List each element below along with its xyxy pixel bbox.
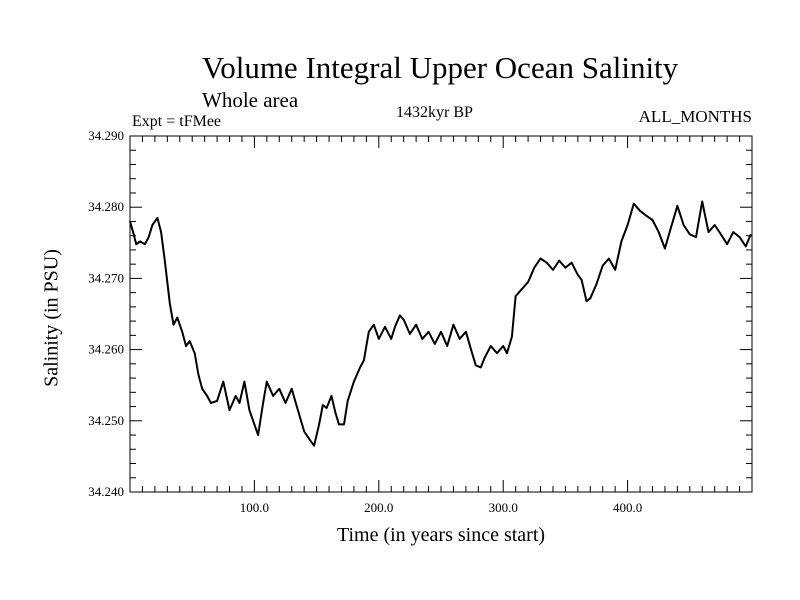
salinity-series-line bbox=[129, 200, 752, 447]
y-tick-label: 34.240 bbox=[88, 484, 124, 499]
x-tick-label: 200.0 bbox=[364, 500, 393, 515]
y-tick-label: 34.270 bbox=[88, 270, 124, 285]
y-tick-label: 34.260 bbox=[88, 342, 124, 357]
x-axis-label: Time (in years since start) bbox=[336, 524, 546, 546]
period-label: 1432kyr BP bbox=[396, 104, 473, 121]
tick-layer bbox=[130, 136, 752, 492]
plot-frame bbox=[129, 135, 753, 493]
x-tick-label: 400.0 bbox=[613, 500, 642, 515]
chart-title: Volume Integral Upper Ocean Salinity bbox=[201, 50, 679, 85]
tick-label-layer: 100.0 200.0 300.0 400.0 34.240 34.250 34.260 34… bbox=[88, 128, 642, 515]
season-label: ALL_MONTHS bbox=[638, 107, 752, 126]
y-tick-label: 34.250 bbox=[88, 413, 124, 428]
x-tick-label: 100.0 bbox=[240, 500, 269, 515]
y-tick-label: 34.280 bbox=[88, 199, 124, 214]
y-tick-label: 34.290 bbox=[88, 128, 124, 143]
x-tick-label: 300.0 bbox=[489, 500, 518, 515]
chart-subtitle: Whole area bbox=[202, 88, 299, 112]
experiment-label: Expt = tFMee bbox=[132, 113, 222, 130]
